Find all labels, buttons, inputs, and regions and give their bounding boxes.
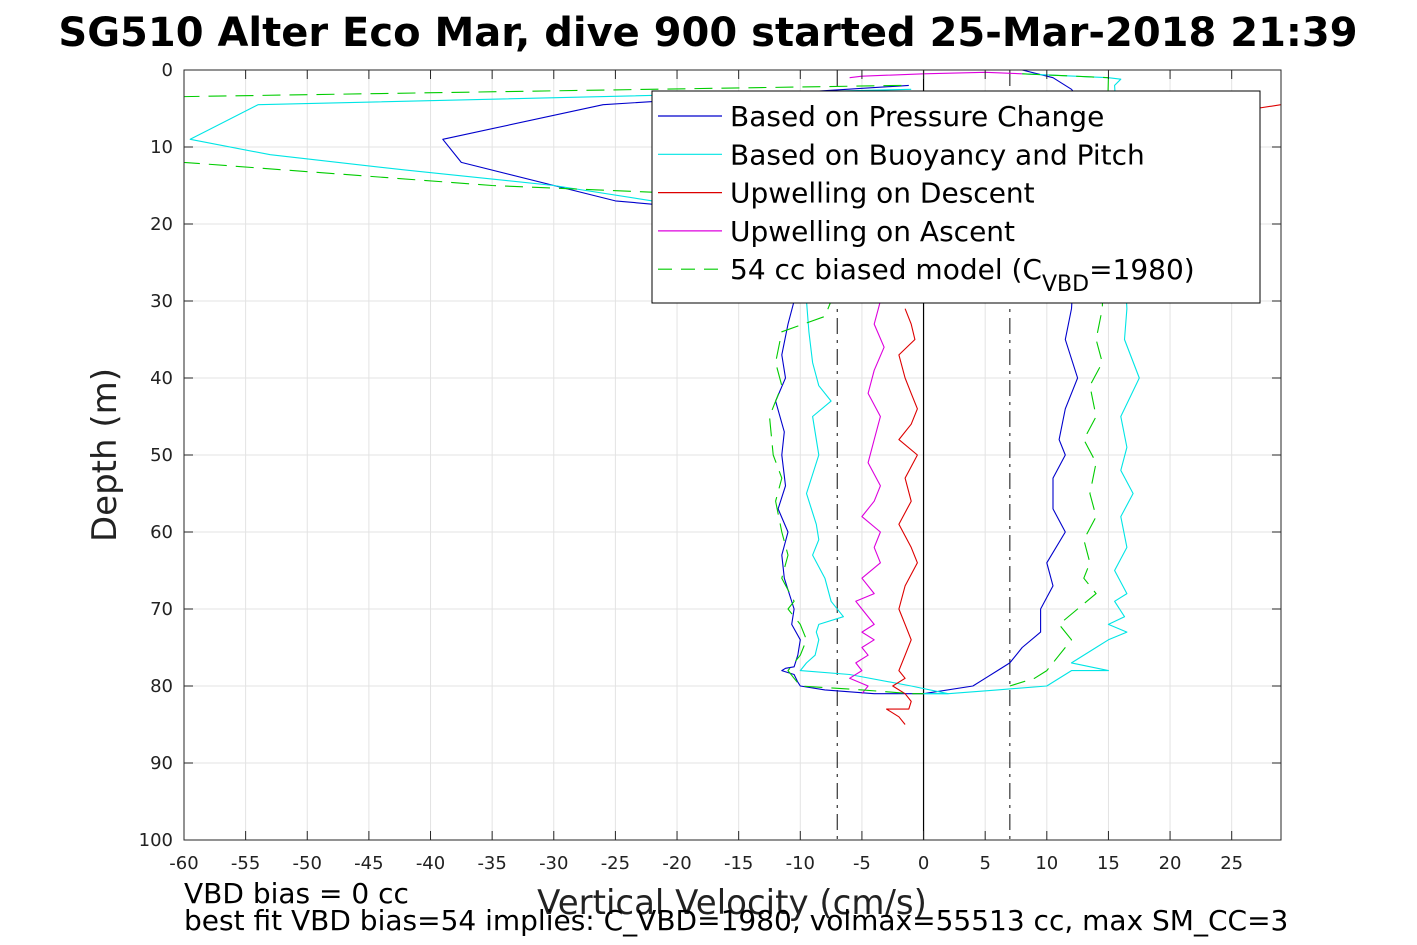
x-tick-label: 10 [1035, 853, 1058, 874]
legend-label: Upwelling on Ascent [730, 215, 1015, 248]
legend-label: Based on Pressure Change [730, 100, 1104, 133]
legend-label: 54 cc biased model (CVBD=1980) [730, 253, 1195, 297]
x-tick-label: -25 [601, 853, 630, 874]
series-based-on-buoyancy-and-pitch [189, 73, 1140, 695]
y-axis-label: Depth (m) [85, 368, 125, 542]
legend-label: Upwelling on Descent [730, 177, 1035, 210]
x-axis-label: Vertical Velocity (cm/s) [537, 883, 927, 923]
y-tick-label: 90 [150, 753, 173, 774]
series-line [923, 73, 1140, 695]
x-tick-label: -35 [477, 853, 506, 874]
x-tick-label: -15 [724, 853, 753, 874]
legend: Based on Pressure Change Based on Buoyanc… [651, 90, 1261, 304]
series-line [849, 300, 885, 695]
y-tick-label: 30 [150, 291, 173, 312]
y-tick-label: 20 [150, 214, 173, 235]
y-tick-label: 70 [150, 599, 173, 620]
footer-best-fit: best fit VBD bias=54 implies: C_VBD=1980… [184, 904, 1288, 937]
x-tick-label: -10 [786, 853, 815, 874]
legend-label: Based on Buoyancy and Pitch [730, 138, 1145, 171]
y-tick-label: 60 [150, 522, 173, 543]
x-tick-label: -60 [169, 853, 198, 874]
y-tick-label: 50 [150, 445, 173, 466]
x-tick-label: 0 [918, 853, 929, 874]
x-tick-label: -50 [293, 853, 322, 874]
y-axis-ticks: 0 10 20 30 40 50 60 70 80 90 100 [139, 60, 1281, 851]
x-tick-label: -5 [853, 853, 871, 874]
x-tick-label: 5 [979, 853, 990, 874]
x-tick-label: -40 [416, 853, 445, 874]
x-tick-label: 15 [1097, 853, 1120, 874]
series-line [189, 88, 949, 695]
series-line [1009, 73, 1109, 687]
x-tick-label: -45 [354, 853, 383, 874]
legend-box [651, 90, 1261, 304]
y-tick-label: 0 [162, 60, 173, 81]
chart-title: SG510 Alter Eco Mar, dive 900 started 25… [58, 10, 1357, 56]
x-tick-label: -30 [539, 853, 568, 874]
y-tick-label: 80 [150, 676, 173, 697]
series-line [886, 308, 918, 725]
y-tick-label: 10 [150, 137, 173, 158]
x-tick-label: -20 [662, 853, 691, 874]
y-tick-label: 40 [150, 368, 173, 389]
x-tick-label: 25 [1220, 853, 1243, 874]
x-axis-ticks: -60 -55 -50 -45 -40 -35 -30 -25 -20 -15 -10 -5 0 5 10 1… [169, 70, 1243, 874]
y-tick-label: 100 [139, 830, 173, 851]
x-tick-label: 20 [1159, 853, 1182, 874]
x-tick-label: -55 [231, 853, 260, 874]
footer-vbd-bias: VBD bias = 0 cc [184, 877, 409, 910]
